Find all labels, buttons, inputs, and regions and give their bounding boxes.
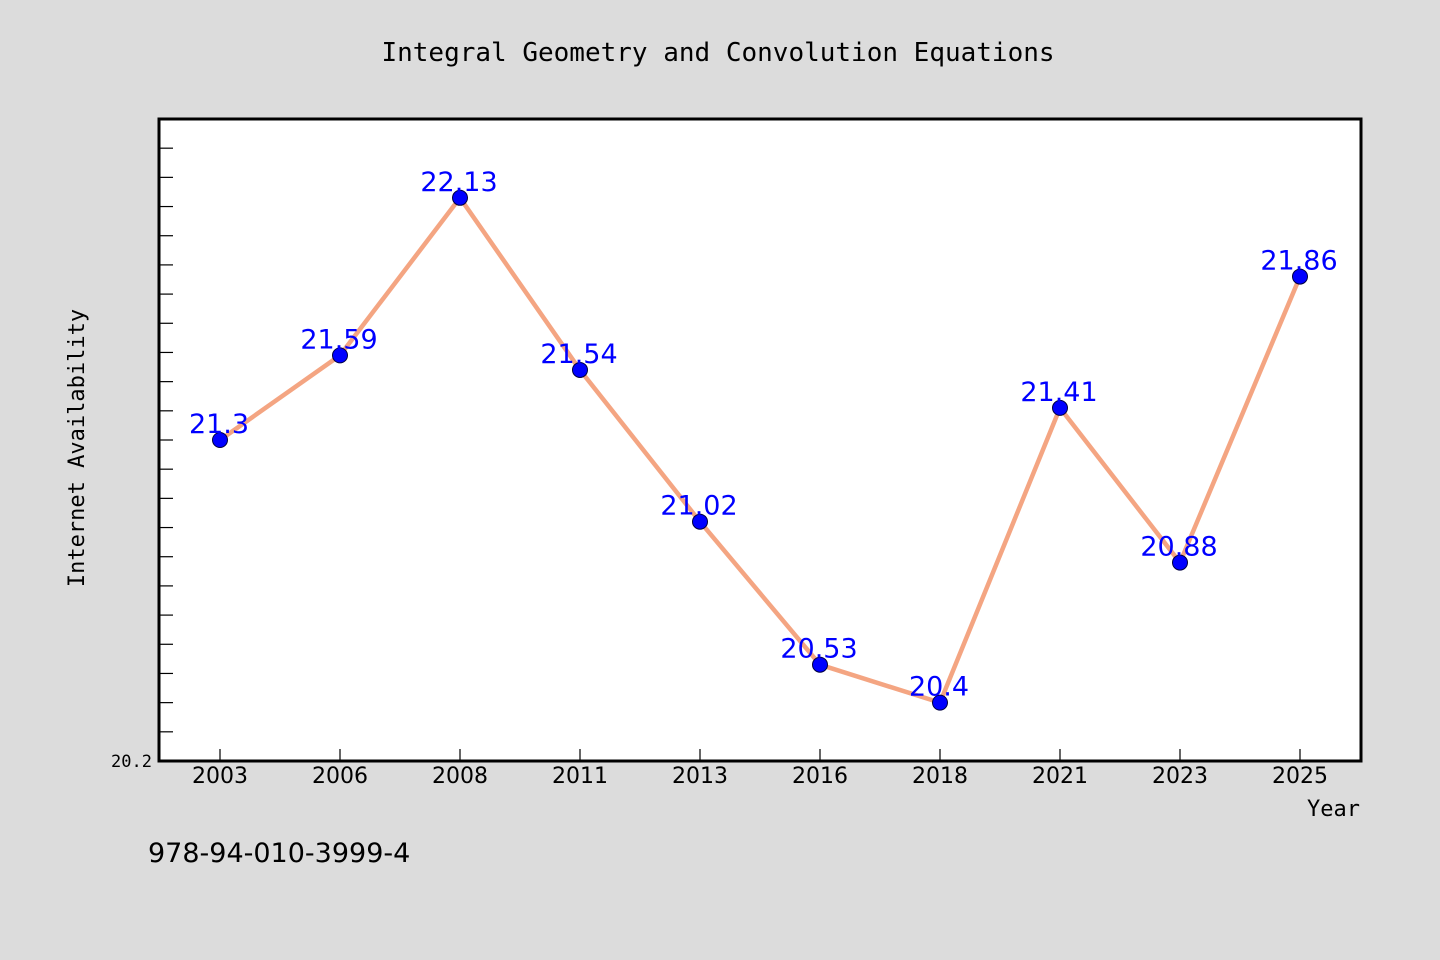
data-point xyxy=(452,189,468,206)
chart-title: Integral Geometry and Convolution Equati… xyxy=(381,38,1054,68)
data-label: 21.59 xyxy=(300,324,377,355)
x-tick-label: 2018 xyxy=(912,764,968,789)
y-axis-label: Internet Availability xyxy=(65,309,90,587)
data-point xyxy=(1172,554,1188,571)
x-tick-label: 2008 xyxy=(432,764,488,789)
data-label: 21.02 xyxy=(660,491,737,522)
y-axis-ticks xyxy=(159,147,173,733)
x-tick-label: 2006 xyxy=(312,764,368,789)
data-label: 22.13 xyxy=(420,167,497,198)
data-point xyxy=(332,347,348,364)
y-tick-labels: 20.2 xyxy=(111,752,152,772)
data-point xyxy=(812,656,828,673)
data-label: 21.54 xyxy=(540,339,617,370)
series-line-group xyxy=(217,195,1303,705)
plot-frame xyxy=(157,117,1363,763)
x-tick-label: 2011 xyxy=(552,764,608,789)
data-label: 20.88 xyxy=(1140,532,1217,563)
x-axis-label: Year xyxy=(1307,797,1360,822)
data-label: 21.3 xyxy=(189,409,249,440)
data-markers xyxy=(212,189,1308,711)
plot-area xyxy=(159,119,1361,761)
data-labels: 21.3 21.59 22.13 21.54 21.02 20.53 20.4 21.41 20… xyxy=(189,167,1338,703)
data-label: 21.86 xyxy=(1260,246,1337,277)
data-point xyxy=(932,694,948,711)
series-line xyxy=(217,195,1303,705)
data-point xyxy=(212,432,228,448)
data-point xyxy=(1292,268,1308,285)
x-axis-ticks xyxy=(219,749,1301,761)
x-tick-label: 2016 xyxy=(792,764,848,789)
data-point xyxy=(572,361,588,378)
y-tick-label: 20.2 xyxy=(111,752,152,772)
data-label: 21.41 xyxy=(1020,377,1097,408)
x-tick-label: 2025 xyxy=(1272,764,1328,789)
data-point xyxy=(1052,399,1068,416)
footer-isbn-text: 978-94-010-3999-4 xyxy=(148,838,410,869)
x-tick-label: 2023 xyxy=(1152,764,1208,789)
x-tick-label: 2003 xyxy=(192,764,248,789)
x-tick-label: 2021 xyxy=(1032,764,1088,789)
data-label: 20.4 xyxy=(909,672,969,703)
data-point xyxy=(692,513,708,530)
x-tick-labels: 2003 2006 2008 2011 2013 2016 2018 2021 2023 2025 xyxy=(192,764,1328,789)
x-tick-label: 2013 xyxy=(672,764,728,789)
data-label: 20.53 xyxy=(780,634,857,665)
